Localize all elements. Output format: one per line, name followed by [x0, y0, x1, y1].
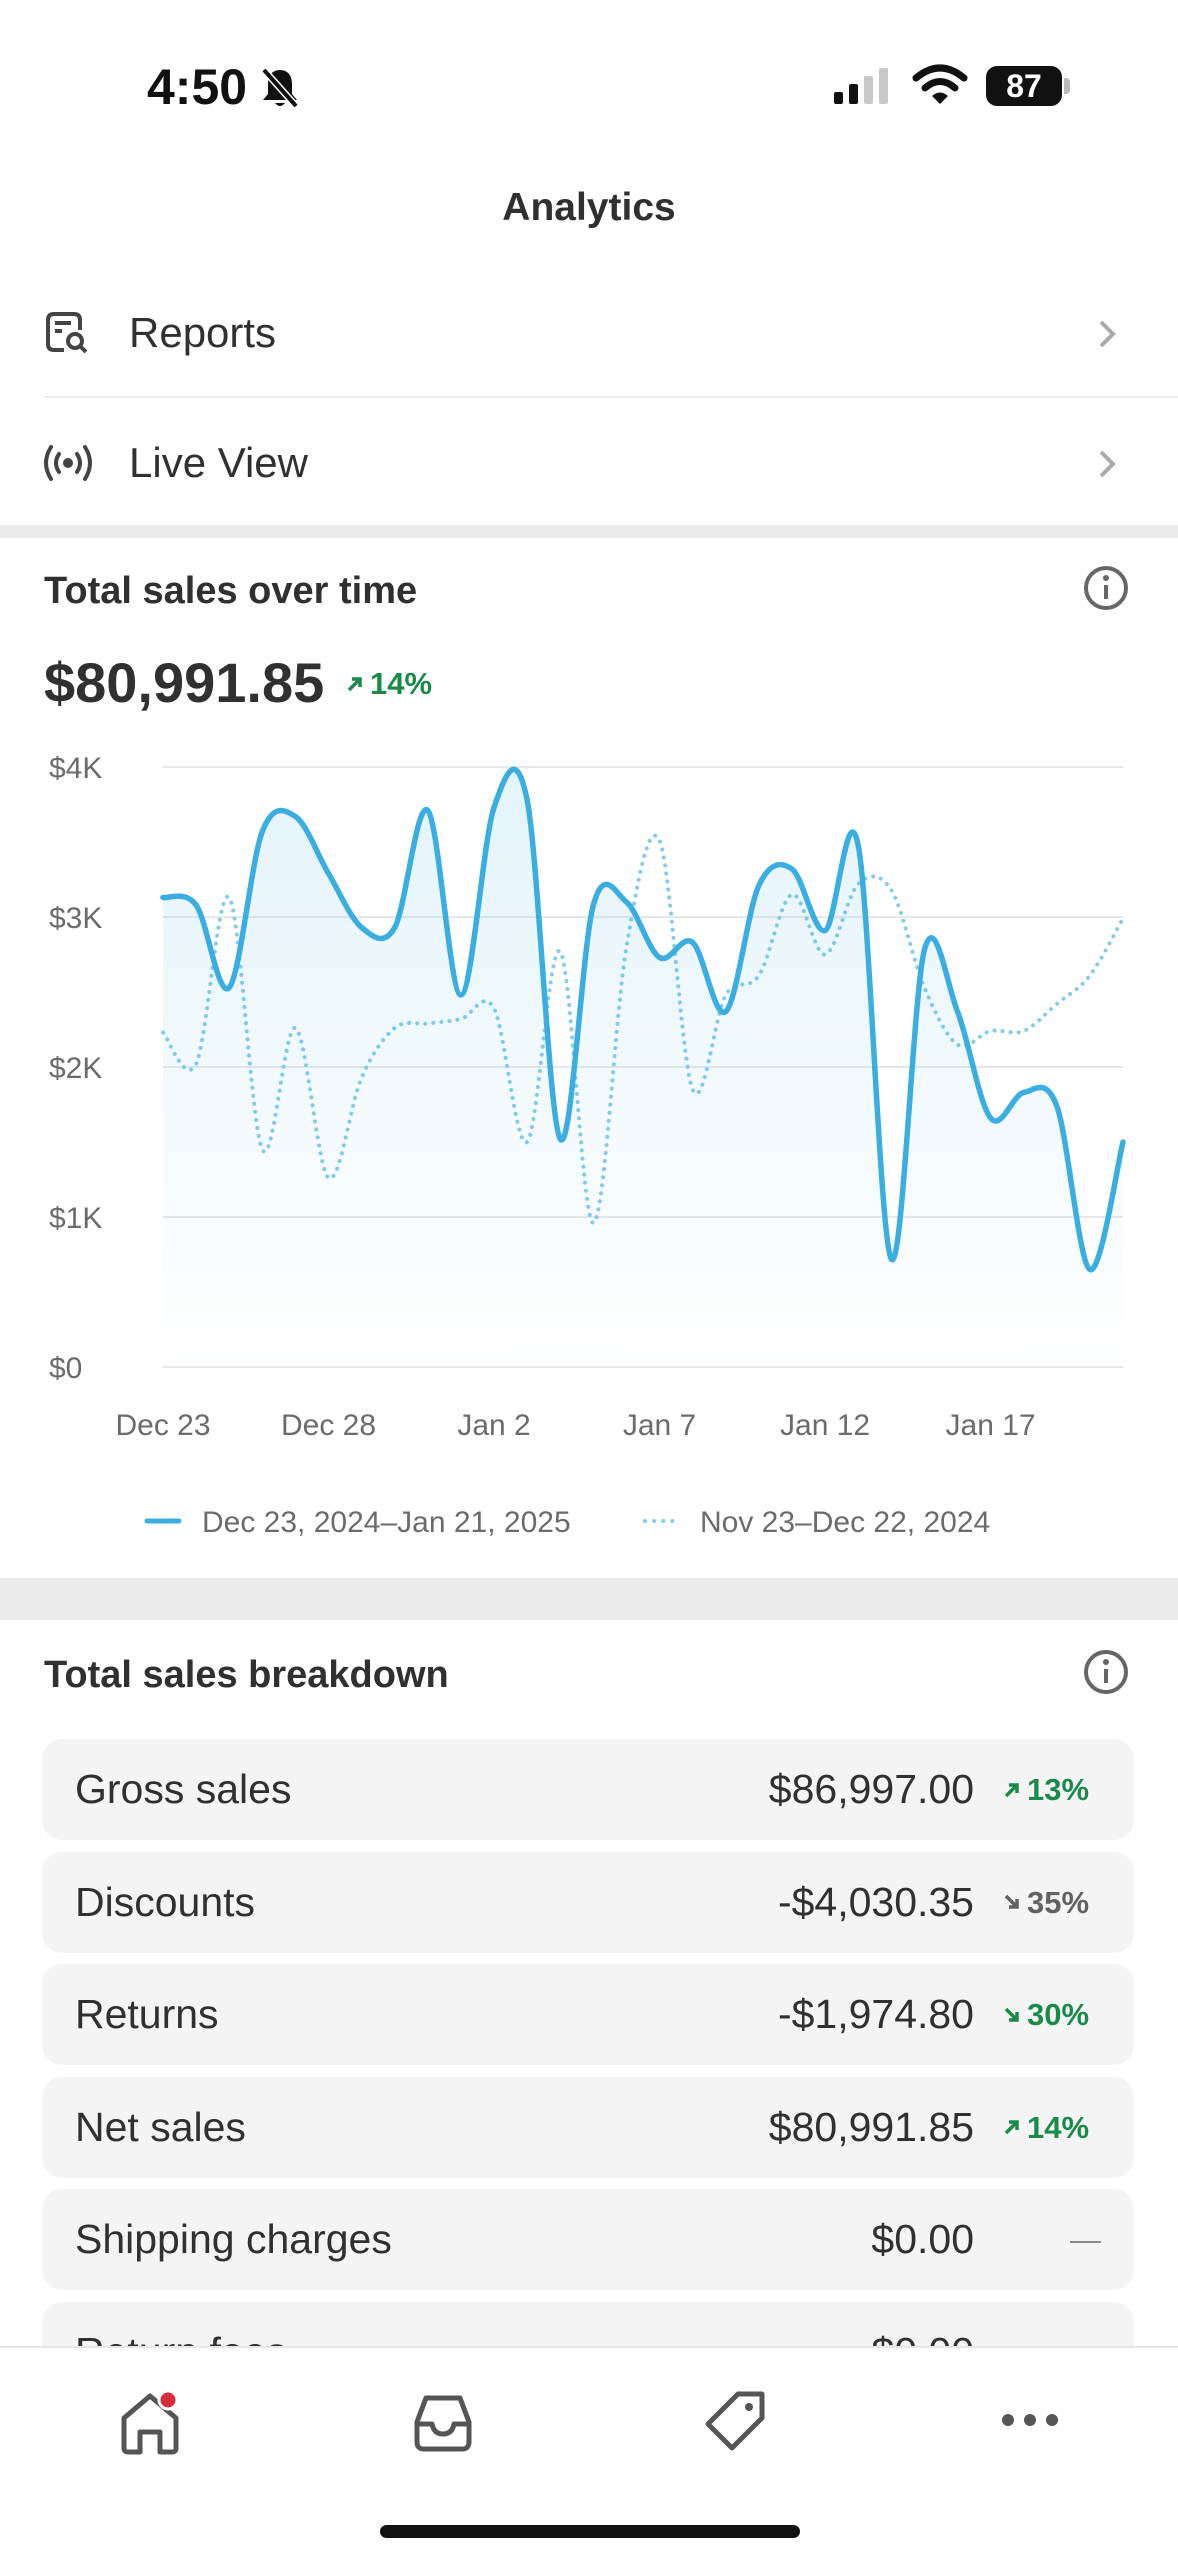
- more-tab[interactable]: [998, 2410, 1062, 2430]
- sales-total: $80,991.85: [44, 651, 325, 714]
- inbox-tab[interactable]: [412, 2392, 474, 2454]
- arrow-path: [1004, 1894, 1019, 1909]
- info-icon[interactable]: [1082, 564, 1130, 612]
- breakdown-row[interactable]: Discounts -$4,030.35 35%: [42, 1851, 1134, 1953]
- row-label: Net sales: [75, 2103, 246, 2150]
- sales-change: 14%: [346, 666, 432, 702]
- breakdown-row[interactable]: Return fees $0.00: [42, 2302, 1134, 2346]
- trend-arrow: [1004, 2120, 1019, 2135]
- section-gap: [0, 525, 1178, 538]
- home-indicator: [380, 2525, 800, 2538]
- row-value: $0.00: [871, 2216, 974, 2263]
- live-view-row[interactable]: Live View: [0, 420, 1178, 506]
- y-tick-label: $1K: [49, 1202, 102, 1235]
- menu-label: Reports: [129, 309, 277, 356]
- row-value: $80,991.85: [768, 2103, 974, 2150]
- y-tick-label: $3K: [49, 902, 102, 935]
- row-value: $0.00: [871, 2302, 974, 2346]
- signal-icon: [834, 68, 888, 104]
- row-label: Discounts: [75, 1878, 256, 1925]
- x-tick-label: Dec 28: [281, 1409, 376, 1442]
- breakdown-row[interactable]: Net sales $80,991.85 14%: [42, 2076, 1134, 2178]
- trend-arrow: [1004, 2007, 1019, 2022]
- breakdown-row[interactable]: Shipping charges $0.00 —: [42, 2189, 1134, 2291]
- row-change: 30%: [1003, 1964, 1089, 2065]
- row-change-text: 13%: [1027, 1772, 1090, 1807]
- row-label: Shipping charges: [75, 2216, 392, 2263]
- series-line: [160, 766, 1126, 1273]
- trend-arrow: [347, 677, 362, 692]
- mute-icon: [261, 67, 299, 109]
- page-title: Analytics: [502, 186, 676, 229]
- breakdown-list: Gross sales $86,997.00 13% Discounts -$4,030…: [42, 1739, 1134, 2346]
- chevron: [1099, 320, 1116, 348]
- arrow-path: [1004, 2007, 1019, 2022]
- legend-label: Dec 23, 2024–Jan 21, 2025: [202, 1506, 571, 1539]
- products-tab[interactable]: [704, 2390, 768, 2454]
- row-value: -$4,030.35: [777, 1878, 974, 1925]
- sales-change-text: 14%: [370, 666, 433, 701]
- reports-icon: [46, 312, 88, 354]
- row-change: 14%: [1003, 2077, 1089, 2178]
- row-change-text: 35%: [1027, 1884, 1090, 1920]
- breakdown-title: Total sales breakdown: [44, 1654, 449, 1696]
- y-tick-label: $4K: [49, 752, 102, 785]
- x-tick-label: Jan 17: [946, 1409, 1036, 1442]
- trend-arrow: [1004, 1894, 1019, 1909]
- battery-tip: [1064, 78, 1070, 94]
- legend-label: Nov 23–Dec 22, 2024: [700, 1506, 990, 1539]
- x-tick-label: Jan 12: [780, 1409, 870, 1442]
- arrow-path: [1004, 1782, 1019, 1797]
- breakdown-row[interactable]: Gross sales $86,997.00 13%: [42, 1739, 1134, 1840]
- y-tick-label: $0: [49, 1352, 82, 1385]
- x-tick-label: Dec 23: [115, 1409, 210, 1442]
- row-value: -$1,974.80: [777, 1991, 974, 2038]
- row-change: 35%: [1003, 1852, 1089, 1953]
- info-icon[interactable]: [1082, 1648, 1130, 1696]
- battery: 87: [986, 66, 1062, 106]
- row-value: $86,997.00: [768, 1766, 974, 1812]
- menu-label: Live View: [129, 439, 308, 486]
- section-gap: [0, 1578, 1178, 1620]
- row-change: 13%: [1003, 1739, 1089, 1840]
- row-change-text: 30%: [1027, 1997, 1090, 2033]
- status-time: 4:50: [147, 59, 248, 115]
- row-label: Returns: [75, 1991, 219, 2038]
- breakdown-row[interactable]: Returns -$1,974.80 30%: [42, 1964, 1134, 2066]
- home-tab[interactable]: [118, 2388, 182, 2456]
- trend-arrow: [1004, 1782, 1019, 1797]
- chart: $0 $1K $2K $3K $4K Dec 23 Dec 28 Jan 2 Jan 7 Jan …: [49, 752, 1126, 1539]
- row-change-text: —: [1070, 2222, 1101, 2258]
- y-tick-label: $2K: [49, 1052, 102, 1085]
- chevron: [1099, 450, 1116, 478]
- row-label: Gross sales: [75, 1766, 292, 1812]
- row-change-text: 14%: [1027, 2109, 1090, 2145]
- x-tick-label: Jan 2: [457, 1409, 530, 1442]
- card-title: Total sales over time: [44, 570, 418, 612]
- arrow-path: [1004, 2120, 1019, 2135]
- live-view-icon: [44, 445, 92, 481]
- battery-level: 87: [1006, 68, 1042, 104]
- wifi-icon: [912, 64, 968, 104]
- reports-row[interactable]: Reports: [0, 290, 1178, 376]
- divider: [44, 396, 1178, 398]
- x-tick-label: Jan 7: [623, 1409, 696, 1442]
- row-label: Return fees: [75, 2302, 287, 2346]
- tab-bar: [0, 2346, 1178, 2562]
- row-change: —: [1070, 2189, 1101, 2290]
